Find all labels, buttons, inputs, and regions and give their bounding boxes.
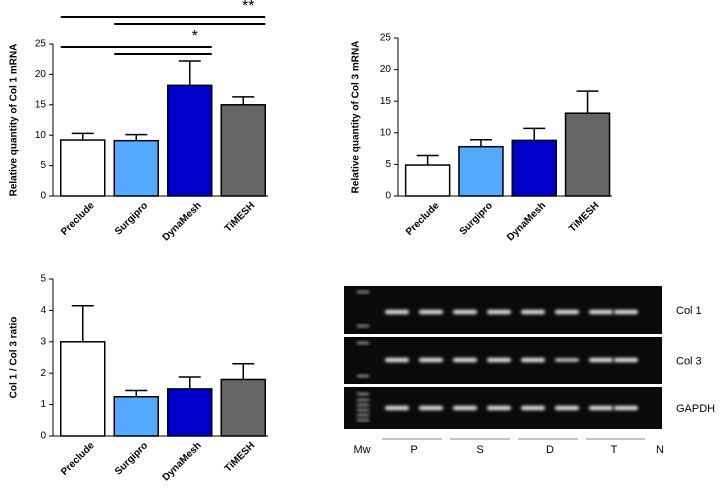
- gel-band: [614, 406, 638, 410]
- ladder-band: [357, 409, 369, 411]
- x-tick-label: Surgipro: [113, 200, 150, 237]
- gel-band: [419, 358, 443, 362]
- gel-band: [453, 406, 477, 410]
- ladder-band: [357, 342, 369, 344]
- gel-row-label: GAPDH: [676, 403, 715, 415]
- gel-band: [521, 310, 545, 314]
- x-tick-label: DynaMesh: [161, 200, 204, 243]
- x-tick-label: DynaMesh: [505, 200, 548, 243]
- x-tick-label: Preclude: [404, 200, 442, 238]
- y-tick-label: 25: [380, 33, 392, 44]
- gel-band: [419, 406, 443, 410]
- x-tick-label: Surgipro: [113, 440, 150, 477]
- ladder-band: [357, 414, 369, 416]
- gel-band: [589, 406, 613, 410]
- y-tick-label: 15: [35, 99, 47, 110]
- x-tick-label: Preclude: [59, 200, 97, 238]
- gel-lane-label: T: [611, 444, 618, 456]
- gel-row-label: Col 3: [676, 355, 702, 367]
- x-tick-label: Surgipro: [458, 200, 495, 237]
- gel-lane-label: S: [476, 444, 483, 456]
- gel-lane-label: N: [656, 444, 664, 456]
- gel-band: [453, 310, 477, 314]
- bar: [564, 112, 611, 197]
- y-axis-label: Relative quantity of Col 1 mRNA: [9, 44, 20, 197]
- y-tick-label: 20: [380, 64, 392, 75]
- y-tick-label: 15: [380, 96, 392, 107]
- x-tick-label: DynaMesh: [161, 440, 204, 483]
- y-tick-label: 5: [385, 159, 391, 170]
- gel-band: [385, 310, 409, 314]
- gel-band: [487, 310, 511, 314]
- y-tick-label: 10: [380, 127, 392, 138]
- gel-band: [614, 358, 638, 362]
- y-tick-label: 1: [40, 399, 46, 410]
- gel-lane-label: P: [410, 444, 417, 456]
- y-tick-label: 0: [40, 191, 46, 202]
- gel-band: [555, 406, 579, 410]
- gel-band: [419, 310, 443, 314]
- ladder-band: [357, 393, 369, 395]
- gel-row-label: Col 1: [676, 305, 702, 317]
- gel-band: [487, 358, 511, 362]
- significance-label: *: [192, 28, 198, 45]
- y-tick-label: 0: [40, 431, 46, 442]
- ladder-band: [357, 404, 369, 406]
- bar: [167, 84, 213, 197]
- ladder-band: [357, 375, 369, 377]
- y-tick-label: 0: [385, 191, 391, 202]
- bar: [60, 139, 106, 197]
- significance-label: **: [242, 0, 254, 15]
- gel-band: [555, 358, 579, 362]
- gel-band: [487, 406, 511, 410]
- y-tick-label: 20: [35, 69, 47, 80]
- gel-band: [614, 310, 638, 314]
- gel-band: [385, 406, 409, 410]
- ladder-band: [357, 419, 369, 421]
- gel-band: [385, 358, 409, 362]
- bar: [60, 341, 106, 437]
- ladder-band: [357, 291, 369, 293]
- bar: [511, 139, 557, 197]
- gel-band: [453, 358, 477, 362]
- gel-band: [521, 358, 545, 362]
- y-tick-label: 4: [40, 305, 46, 316]
- gel-lane-label: Mw: [353, 444, 370, 456]
- bar: [404, 164, 451, 197]
- y-tick-label: 3: [40, 336, 46, 347]
- bar: [113, 396, 159, 437]
- bar: [113, 139, 159, 197]
- gel-band: [589, 310, 613, 314]
- gel-band: [521, 406, 545, 410]
- x-tick-label: TiMESH: [567, 200, 601, 234]
- gel-image: [344, 286, 662, 429]
- x-tick-label: Preclude: [59, 440, 97, 478]
- bar: [167, 388, 213, 437]
- bar: [220, 104, 266, 197]
- bar: [220, 378, 266, 437]
- bar: [458, 145, 504, 197]
- y-tick-label: 5: [40, 160, 46, 171]
- x-tick-label: TiMESH: [223, 200, 257, 234]
- gel-band: [589, 358, 613, 362]
- gel-band: [555, 310, 579, 314]
- y-tick-label: 25: [35, 39, 47, 50]
- ladder-band: [357, 325, 369, 327]
- x-tick-label: TiMESH: [223, 440, 257, 474]
- y-tick-label: 2: [40, 368, 46, 379]
- y-axis-label: Col 1 / Col 3 ratio: [9, 317, 20, 399]
- ladder-band: [357, 399, 369, 401]
- y-tick-label: 10: [35, 130, 47, 141]
- y-tick-label: 5: [40, 274, 46, 285]
- gel-lane-label: D: [546, 444, 554, 456]
- y-axis-label: Relative quantity of Col 3 mRNA: [351, 41, 362, 194]
